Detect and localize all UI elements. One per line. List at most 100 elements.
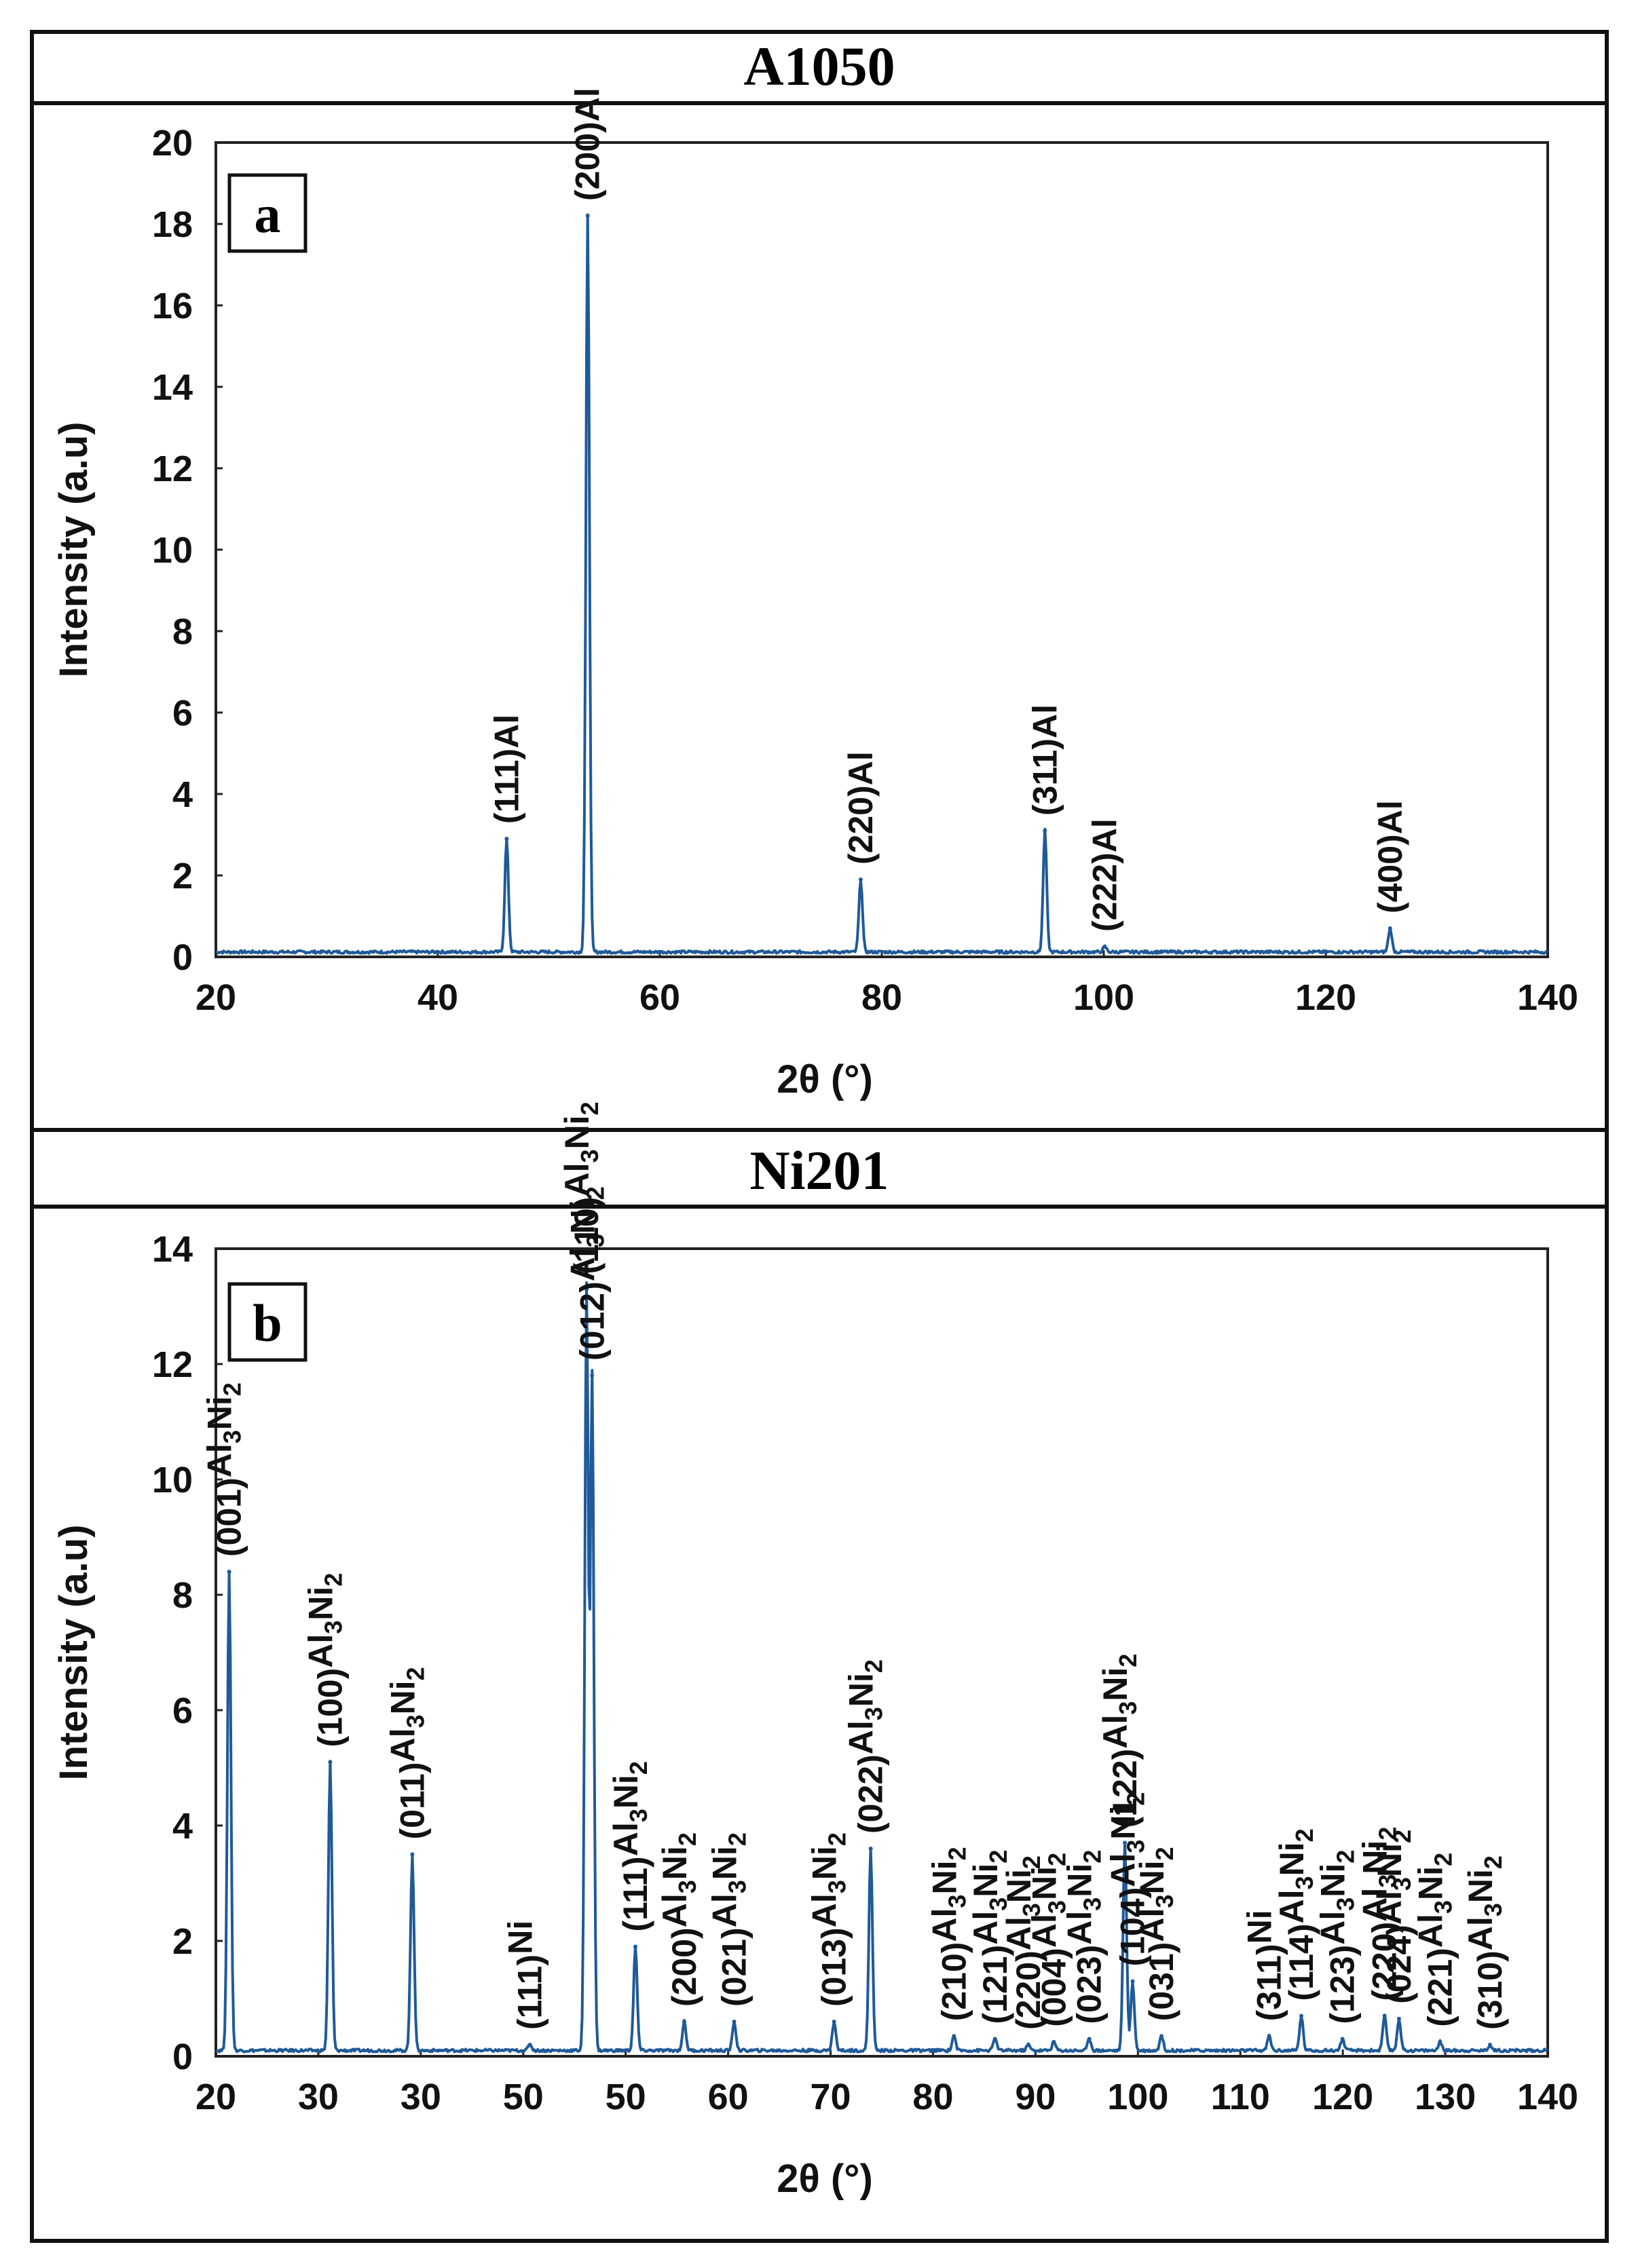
peak-point [868, 1847, 873, 1851]
peak-point [1438, 2039, 1442, 2044]
chart-panel-a: 0 2 4 6 8 10 12 14 16 18 20 20 40 60 80 100 120 140 (111… [52, 88, 1578, 1101]
peak-point [328, 1760, 333, 1764]
y-tick-label: 2 [172, 1921, 193, 1962]
plot-area-b [215, 1247, 1549, 2058]
peak-point [1299, 2014, 1304, 2018]
x-tick-label: 100 [1073, 977, 1134, 1018]
peak-label: (022)Al3Ni2 [842, 1659, 890, 1834]
peak-label: (024)Al3Ni2 [1371, 1830, 1418, 2004]
y-axis-label-a: Intensity (a.u) [52, 421, 96, 677]
peak-label: (021)Al3Ni2 [706, 1832, 753, 2007]
peak-label: (011)Al3Ni2 [384, 1667, 431, 1839]
y-tick-label: 8 [172, 611, 193, 652]
peak-label: (012)Al3Ni2 [563, 1186, 611, 1361]
xrd-curve-a [215, 213, 1548, 955]
y-tick-label: 10 [152, 530, 193, 571]
x-tick-label: 50 [503, 2077, 544, 2117]
panel-letter-a: a [255, 185, 281, 244]
peak-point [1051, 2039, 1056, 2044]
x-tick-label: 30 [401, 2077, 441, 2117]
x-tick-label: 100 [1107, 2077, 1168, 2117]
y-tick-label: 16 [152, 286, 193, 326]
peak-point [858, 877, 863, 882]
x-tick-label: 60 [639, 977, 680, 1018]
panel-letter-box-a [227, 173, 308, 253]
x-tick-label: 140 [1517, 977, 1578, 1018]
peak-point [1087, 2037, 1092, 2041]
y-tick-label: 14 [152, 367, 193, 408]
peak-label: (013)Al3Ni2 [806, 1832, 853, 2007]
peak-point [682, 2020, 686, 2024]
x-axis-label-b: 2θ (°) [777, 2157, 873, 2201]
peak-label: (222)Al [1086, 818, 1124, 932]
peak-point [732, 2020, 737, 2024]
peak-point [1396, 2016, 1401, 2021]
x-tick-label: 110 [1211, 2077, 1270, 2117]
peak-point [1043, 829, 1047, 833]
peak-point [1123, 1840, 1128, 1845]
peak-label: (001)Al3Ni2 [201, 1382, 248, 1557]
outer-frame [30, 30, 1609, 2243]
peak-point [410, 1852, 415, 1857]
y-tick-label: 0 [172, 937, 193, 978]
x-tick-label: 70 [810, 2077, 851, 2117]
peak-label: (311)Al [1026, 704, 1064, 816]
xrd-curve-b [215, 1281, 1549, 2054]
peak-label: (220)Al3Ni2 [1356, 1827, 1404, 2001]
peak-point [832, 2020, 836, 2024]
panel-letter-b: b [253, 1293, 282, 1353]
peak-label: (220)Al3Ni2 [1000, 1855, 1047, 2030]
x-tick-label: 130 [1415, 2077, 1476, 2117]
panel-a-title: A1050 [743, 35, 895, 97]
y-tick-label: 18 [152, 204, 193, 245]
x-tick-label: 80 [861, 977, 902, 1018]
y-tick-label: 8 [172, 1575, 193, 1616]
peak-point [1130, 1979, 1135, 1984]
y-tick-label: 12 [152, 1344, 193, 1385]
y-axis-label-b: Intensity (a.u) [52, 1524, 96, 1780]
y-tick-label: 10 [152, 1460, 193, 1500]
peak-point [590, 1374, 595, 1378]
peak-label: (310)Al3Ni2 [1462, 1855, 1509, 2030]
x-tick-label: 20 [196, 977, 236, 1018]
peak-point [1026, 2043, 1030, 2047]
x-tick-label: 120 [1295, 977, 1356, 1018]
peak-point [952, 2034, 956, 2039]
y-tick-label: 6 [172, 1690, 193, 1731]
y-tick-label: 20 [152, 123, 193, 164]
peak-point [1102, 945, 1107, 949]
x-tick-label: 120 [1312, 2077, 1373, 2117]
peak-point [1267, 2034, 1271, 2039]
peak-label: (104)Al3Ni2 [1104, 1792, 1152, 1967]
x-tick-label: 40 [417, 977, 458, 1018]
peak-point [1388, 926, 1392, 930]
x-tick-label: 90 [1015, 2077, 1056, 2117]
y-tick-label: 4 [172, 774, 193, 815]
panel-b-title: Ni201 [750, 1139, 889, 1201]
peak-point [1382, 2014, 1387, 2018]
peak-point [1340, 2037, 1345, 2041]
x-tick-label: 80 [912, 2077, 953, 2117]
y-tick-label: 2 [172, 856, 193, 896]
peak-label: (100)Al3Ni2 [301, 1573, 349, 1747]
peak-point [527, 2043, 532, 2047]
peak-point [227, 1570, 231, 1574]
y-tick-label: 12 [152, 449, 193, 489]
peak-label: (220)Al [842, 751, 880, 865]
peak-label: (311)Ni [1241, 1910, 1288, 2021]
y-tick-label: 4 [172, 1806, 193, 1847]
y-tick-label: 14 [152, 1229, 193, 1270]
peak-label: (121)Al3Ni2 [967, 1850, 1014, 2024]
plot-area-a [215, 141, 1549, 958]
peak-label: (210)Al3Ni2 [925, 1847, 973, 2022]
peak-point [1487, 2043, 1492, 2047]
peak-label: (004)Al3Ni2 [1025, 1853, 1073, 2027]
peak-label: (221)Al3Ni2 [1411, 1853, 1459, 2027]
peak-label: (123)Al3Ni2 [1314, 1850, 1362, 2024]
peak-label: (200)Al3Ni2 [656, 1832, 703, 2007]
x-tick-label: 30 [298, 2077, 339, 2117]
peak-point [992, 2037, 997, 2041]
peak-label: (110)Al3Ni2 [558, 1101, 606, 1274]
peak-label: (111)Ni [502, 1921, 549, 2030]
peak-label: (023)Al3Ni2 [1061, 1850, 1109, 2024]
